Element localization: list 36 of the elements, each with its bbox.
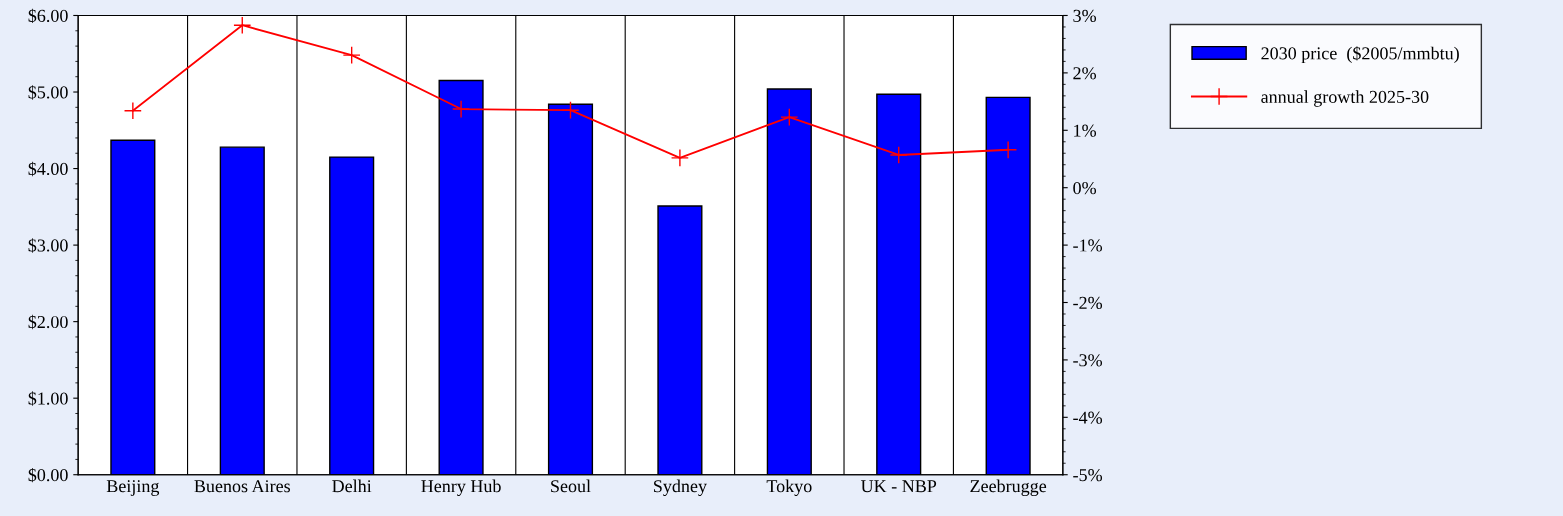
point [561, 101, 580, 120]
y-tick-label: $6.00 [28, 8, 68, 24]
point [342, 46, 361, 65]
point [233, 16, 252, 35]
y2-tick-label: 2% [1073, 67, 1097, 80]
x-tick-label: Henry Hub [421, 479, 501, 497]
y2-tick-label: -4% [1073, 411, 1103, 424]
x-tick-label: Seoul [551, 479, 591, 493]
point [889, 145, 908, 165]
y2-tick-label: -1% [1073, 239, 1103, 252]
x-tick-label: Zeebrugge [970, 479, 1047, 497]
y-tick-label: $2.00 [28, 314, 68, 330]
x-tick-label: Sydney [654, 479, 707, 497]
x-tick-label: UK - NBP [860, 480, 937, 493]
legend-label: annual growth 2025-30 [1261, 90, 1429, 107]
y-tick-label: $4.00 [28, 161, 68, 177]
y2-tick-label: 1% [1074, 124, 1097, 137]
legend-label: 2030 price ($2005/mmbtu) [1261, 46, 1459, 64]
x-tick-label: Delhi [332, 479, 372, 493]
y2-tick-label: 3% [1073, 9, 1097, 22]
x-tick-label: Buenos Aires [194, 480, 291, 493]
y2-tick-label: -3% [1073, 354, 1103, 367]
y2-tick-label: -2% [1073, 296, 1103, 310]
point [999, 140, 1018, 159]
y-tick-label: $0.00 [28, 467, 68, 483]
y2-tick-label: -5% [1073, 468, 1103, 482]
point [780, 108, 799, 127]
y-tick-label: $5.00 [28, 85, 68, 100]
x-tick-label: Tokyo [766, 479, 812, 497]
y2-tick-label: 0% [1073, 181, 1097, 195]
x-tick-label: Beijing [106, 480, 160, 496]
y-tick-label: $1.00 [28, 391, 68, 406]
point [123, 101, 142, 120]
point [452, 100, 471, 119]
point [670, 148, 689, 167]
y-tick-label: $3.00 [28, 238, 68, 253]
